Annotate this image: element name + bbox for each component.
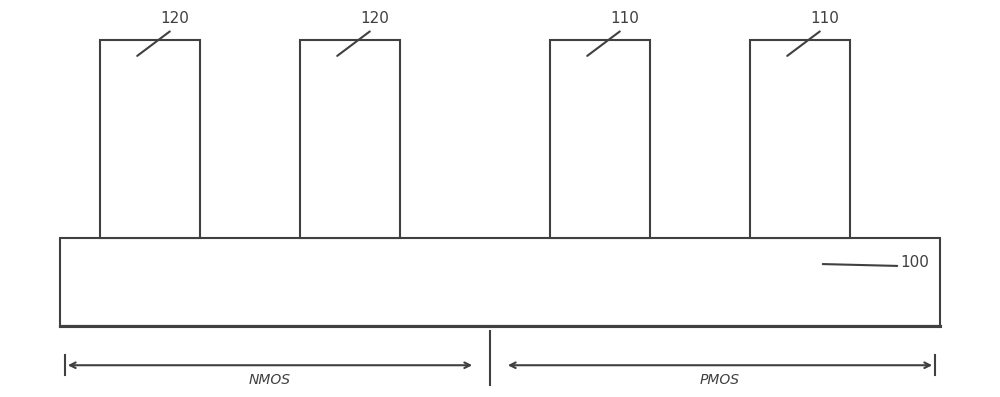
Text: 120: 120 <box>161 11 189 26</box>
Text: 110: 110 <box>611 11 639 26</box>
FancyBboxPatch shape <box>100 40 200 238</box>
Text: PMOS: PMOS <box>700 373 740 387</box>
Text: 120: 120 <box>361 11 389 26</box>
FancyBboxPatch shape <box>60 238 940 326</box>
FancyBboxPatch shape <box>550 40 650 238</box>
FancyBboxPatch shape <box>300 40 400 238</box>
Text: NMOS: NMOS <box>249 373 291 387</box>
Text: 110: 110 <box>811 11 839 26</box>
Text: 100: 100 <box>900 254 929 270</box>
FancyBboxPatch shape <box>750 40 850 238</box>
